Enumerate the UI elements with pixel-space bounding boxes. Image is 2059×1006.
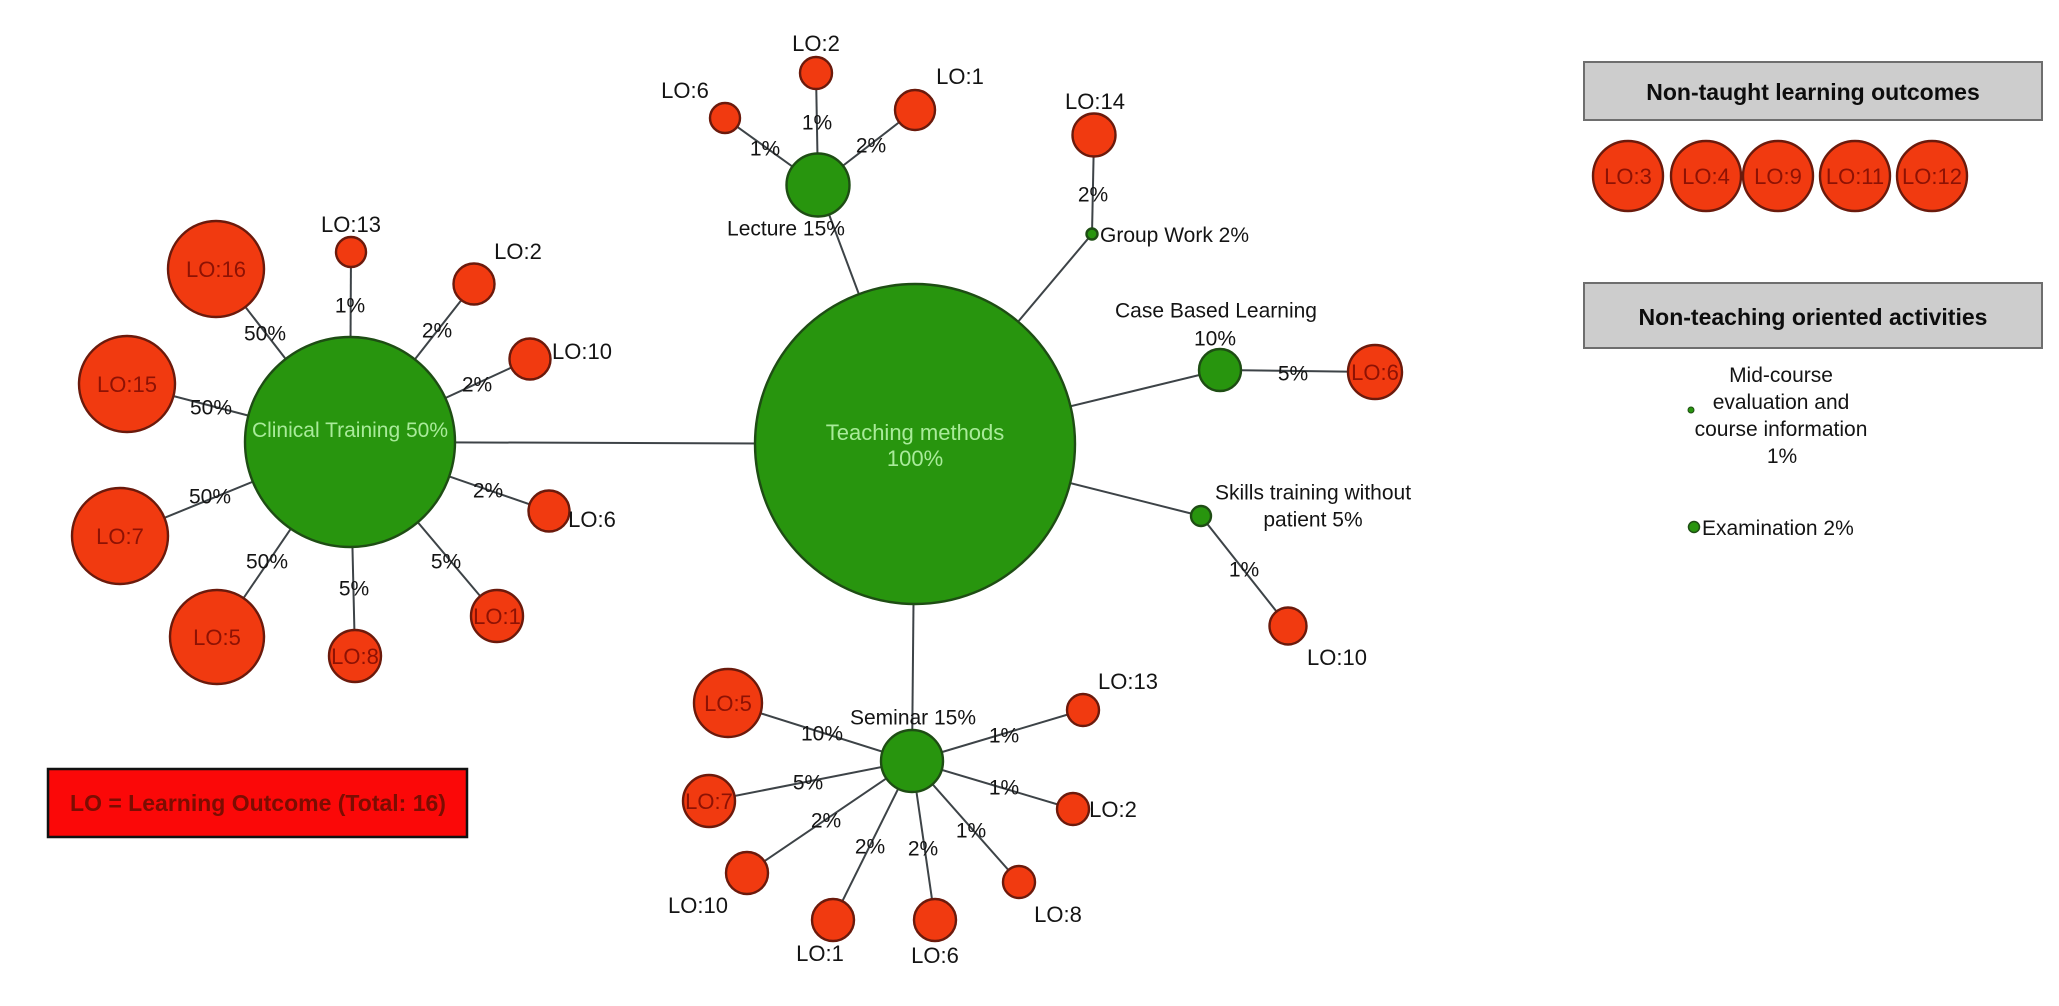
svg-text:LO:2: LO:2 (792, 31, 840, 56)
svg-text:LO:15: LO:15 (97, 372, 157, 397)
svg-text:Non-taught learning outcomes: Non-taught learning outcomes (1646, 79, 1980, 105)
svg-text:2%: 2% (811, 810, 841, 833)
svg-text:LO:1: LO:1 (796, 941, 844, 966)
svg-text:Clinical Training 50%: Clinical Training 50% (252, 419, 448, 442)
svg-text:LO:6: LO:6 (1351, 360, 1399, 385)
svg-text:Examination 2%: Examination 2% (1702, 517, 1854, 540)
svg-text:LO:9: LO:9 (1754, 164, 1802, 189)
svg-text:LO:13: LO:13 (1098, 669, 1158, 694)
svg-text:LO = Learning Outcome (Total:: LO = Learning Outcome (Total: 16) (70, 790, 446, 816)
svg-text:1%: 1% (989, 777, 1019, 800)
svg-text:1%: 1% (956, 820, 986, 843)
svg-text:2%: 2% (855, 836, 885, 859)
svg-text:LO:2: LO:2 (1089, 797, 1137, 822)
svg-text:Mid-course: Mid-course (1729, 364, 1833, 387)
svg-text:LO:2: LO:2 (494, 239, 542, 264)
svg-text:LO:5: LO:5 (193, 625, 241, 650)
svg-text:2%: 2% (1078, 184, 1108, 207)
svg-text:LO:1: LO:1 (936, 64, 984, 89)
svg-text:LO:12: LO:12 (1902, 164, 1962, 189)
svg-text:LO:10: LO:10 (552, 339, 612, 364)
svg-text:LO:14: LO:14 (1065, 89, 1125, 114)
svg-text:patient 5%: patient 5% (1263, 509, 1362, 532)
svg-text:LO:5: LO:5 (704, 691, 752, 716)
svg-text:Seminar 15%: Seminar 15% (850, 707, 976, 730)
svg-text:LO:6: LO:6 (661, 78, 709, 103)
svg-text:1%: 1% (1229, 559, 1259, 582)
svg-text:LO:10: LO:10 (668, 893, 728, 918)
svg-text:Non-teaching oriented activiti: Non-teaching oriented activities (1639, 304, 1988, 330)
svg-text:Group Work 2%: Group Work 2% (1100, 224, 1249, 247)
svg-text:2%: 2% (856, 135, 886, 158)
svg-text:50%: 50% (189, 486, 231, 509)
svg-text:LO:4: LO:4 (1682, 164, 1730, 189)
svg-text:Lecture 15%: Lecture 15% (727, 218, 845, 241)
svg-text:1%: 1% (750, 138, 780, 161)
svg-text:10%: 10% (801, 723, 843, 746)
svg-text:LO:6: LO:6 (911, 943, 959, 968)
svg-text:Teaching methods: Teaching methods (826, 420, 1005, 445)
svg-text:LO:7: LO:7 (685, 789, 733, 814)
svg-text:course information: course information (1695, 418, 1868, 441)
svg-text:50%: 50% (244, 323, 286, 346)
svg-text:2%: 2% (908, 838, 938, 861)
svg-text:5%: 5% (1278, 363, 1308, 386)
svg-text:LO:11: LO:11 (1826, 164, 1884, 189)
svg-text:50%: 50% (190, 397, 232, 420)
svg-text:1%: 1% (335, 295, 365, 318)
svg-text:LO:6: LO:6 (568, 507, 616, 532)
svg-text:Case Based Learning: Case Based Learning (1115, 300, 1317, 323)
svg-text:5%: 5% (431, 551, 461, 574)
svg-text:2%: 2% (473, 480, 503, 503)
svg-text:5%: 5% (793, 772, 823, 795)
svg-text:2%: 2% (462, 374, 492, 397)
svg-text:LO:16: LO:16 (186, 257, 246, 282)
svg-text:LO:10: LO:10 (1307, 645, 1367, 670)
svg-text:1%: 1% (802, 112, 832, 135)
svg-text:LO:3: LO:3 (1604, 164, 1652, 189)
svg-text:50%: 50% (246, 551, 288, 574)
svg-text:10%: 10% (1194, 328, 1236, 351)
svg-text:2%: 2% (422, 320, 452, 343)
svg-text:5%: 5% (339, 578, 369, 601)
svg-text:LO:8: LO:8 (331, 644, 379, 669)
svg-text:Skills training without: Skills training without (1215, 482, 1411, 505)
svg-text:100%: 100% (887, 446, 943, 471)
svg-text:1%: 1% (989, 725, 1019, 748)
svg-text:LO:7: LO:7 (96, 524, 144, 549)
svg-text:1%: 1% (1767, 445, 1797, 468)
svg-text:LO:13: LO:13 (321, 212, 381, 237)
svg-text:LO:8: LO:8 (1034, 902, 1082, 927)
svg-text:LO:1: LO:1 (473, 604, 521, 629)
svg-text:evaluation and: evaluation and (1713, 391, 1850, 414)
